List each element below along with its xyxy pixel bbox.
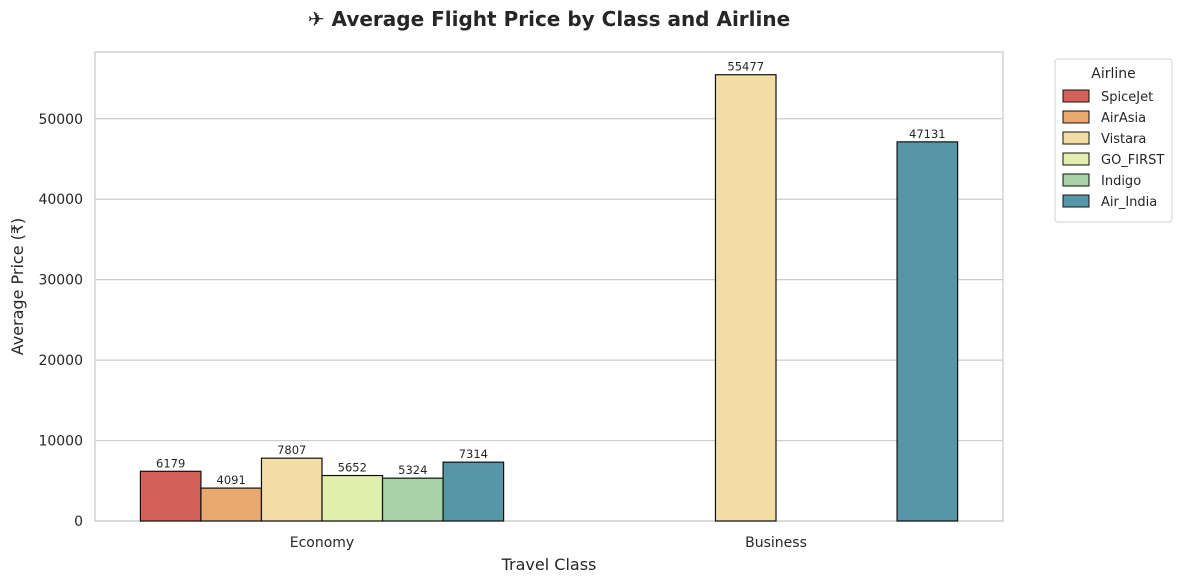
legend-label: Indigo <box>1101 174 1141 189</box>
bars <box>139 74 959 522</box>
legend-label: Vistara <box>1101 132 1146 147</box>
y-tick-label: 20000 <box>38 353 83 369</box>
data-labels: 6179 4091 7807 5652 5324 7314 55477 47131 <box>156 60 946 487</box>
plot-area <box>94 51 1004 522</box>
y-tick-label: 0 <box>74 514 83 530</box>
bar-airasia-economy <box>200 487 263 522</box>
legend-swatch <box>1062 173 1090 187</box>
y-tick-label: 30000 <box>38 273 83 289</box>
data-label: 6179 <box>156 456 185 470</box>
legend-title: Airline <box>1091 66 1136 82</box>
x-axis-label: Travel Class <box>501 555 597 574</box>
y-axis-label: Average Price (₹) <box>8 218 27 356</box>
bar-vistara-business <box>714 74 777 522</box>
legend-label: GO_FIRST <box>1101 153 1164 168</box>
chart-title: ✈ Average Flight Price by Class and Airl… <box>307 7 791 31</box>
bar-air-india-economy <box>442 461 505 522</box>
legend-swatch <box>1062 89 1090 103</box>
bar-indigo-economy <box>381 477 444 522</box>
legend-swatch <box>1062 194 1090 208</box>
bar-air-india-business <box>896 141 959 522</box>
data-label: 7807 <box>277 443 306 457</box>
gridlines <box>95 118 1003 522</box>
legend: Airline SpiceJet AirAsia Vistara GO_FIRST In… <box>1054 58 1173 223</box>
legend-label: SpiceJet <box>1101 90 1153 105</box>
data-label: 47131 <box>909 127 946 141</box>
data-label: 5324 <box>398 463 427 477</box>
legend-label: AirAsia <box>1101 111 1146 126</box>
data-label: 4091 <box>217 473 246 487</box>
x-tick-label: Business <box>745 535 807 551</box>
bar-spicejet-economy <box>139 470 202 522</box>
x-tick-label: Economy <box>290 535 354 551</box>
x-axis-ticks: Economy Business <box>290 535 807 551</box>
data-label: 55477 <box>727 60 764 74</box>
legend-items: SpiceJet AirAsia Vistara GO_FIRST Indigo Air_… <box>1062 89 1164 210</box>
y-axis-ticks: 0 10000 20000 30000 40000 50000 <box>38 112 83 530</box>
data-label: 5652 <box>338 461 367 475</box>
bar-vistara-economy <box>260 457 323 522</box>
bar-go-first-economy <box>321 474 384 522</box>
legend-swatch <box>1062 152 1090 166</box>
legend-swatch <box>1062 110 1090 124</box>
y-tick-label: 50000 <box>38 112 83 128</box>
legend-label: Air_India <box>1101 195 1157 210</box>
y-tick-label: 40000 <box>38 192 83 208</box>
legend-swatch <box>1062 131 1090 145</box>
data-label: 7314 <box>459 447 488 461</box>
y-tick-label: 10000 <box>38 434 83 450</box>
